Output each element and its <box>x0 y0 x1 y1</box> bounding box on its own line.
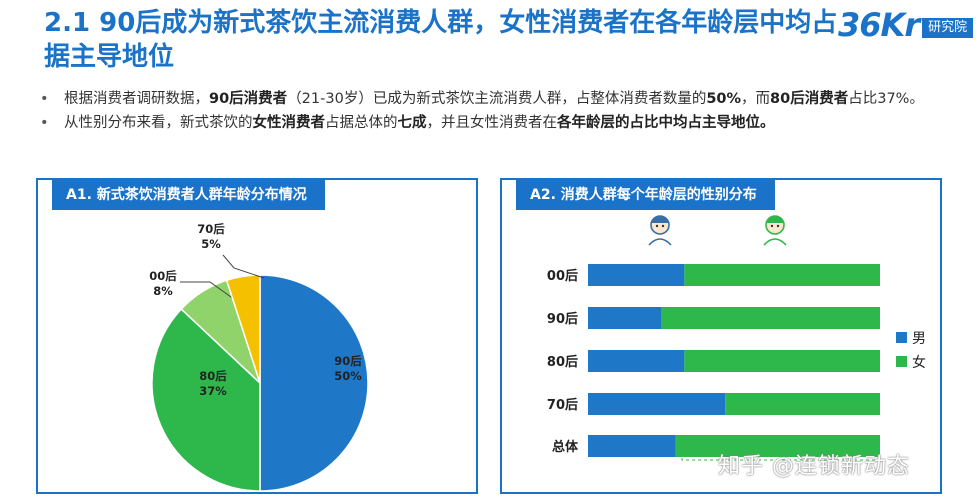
bar-male <box>588 435 676 457</box>
bullet-segment: 根据消费者调研数据， <box>64 91 209 107</box>
bar-female <box>675 435 880 457</box>
bar-female <box>661 307 880 329</box>
bullet-segment: 占比37%。 <box>848 91 924 107</box>
pie-leader-line <box>180 281 239 303</box>
legend-swatch <box>896 356 907 367</box>
bullet-bold-segment: 50% <box>706 91 742 107</box>
bullet-text: 根据消费者调研数据，90后消费者（21-30岁）已成为新式茶饮主流消费人群，占整… <box>64 88 924 110</box>
bullet-segment: 从性别分布来看，新式茶饮的 <box>64 115 253 131</box>
bar-male <box>588 393 726 415</box>
legend-label: 男 <box>912 331 926 347</box>
pie-slice-90后 <box>259 274 369 492</box>
pie-value-label: 5% <box>201 237 221 251</box>
bar-male <box>588 264 685 286</box>
bar-male <box>588 350 685 372</box>
pie-panel-title: A1. 新式茶饮消费者人群年龄分布情况 <box>52 180 325 210</box>
bullet-bold-segment: 90后消费者 <box>209 91 288 107</box>
bullet-item: • 根据消费者调研数据，90后消费者（21-30岁）已成为新式茶饮主流消费人群，占… <box>40 88 930 110</box>
bullet-list: • 根据消费者调研数据，90后消费者（21-30岁）已成为新式茶饮主流消费人群，占… <box>40 88 930 136</box>
bullet-bold-segment: 七成 <box>397 115 427 131</box>
bullet-bold-segment: 80后消费者 <box>770 91 849 107</box>
bar-category-label: 00后 <box>547 268 578 284</box>
bullet-text: 从性别分布来看，新式茶饮的女性消费者占据总体的七成，并且女性消费者在各年龄层的占… <box>64 112 775 134</box>
pie-leader-line <box>222 254 265 279</box>
bullet-item: • 从性别分布来看，新式茶饮的女性消费者占据总体的七成，并且女性消费者在各年龄层的… <box>40 112 930 134</box>
legend-swatch <box>896 332 907 343</box>
bar-category-label: 总体 <box>552 439 579 455</box>
watermark: 知乎 @连锁新动态 <box>718 454 910 479</box>
bullet-dot: • <box>40 115 49 131</box>
bar-category-label: 90后 <box>547 311 578 327</box>
dashed-guide <box>681 452 877 461</box>
logo: 36Kr 研究院 <box>838 6 974 44</box>
logo-mark: 36Kr <box>838 6 920 44</box>
pie-slice-80后 <box>151 308 261 492</box>
bullet-segment: 占据总体的 <box>325 115 398 131</box>
bullet-bold-segment: 各年龄层的占比中均占主导地位。 <box>557 115 775 131</box>
bar-female <box>684 264 880 286</box>
bar-panel-title: A2. 消费人群每个年龄层的性别分布 <box>516 180 775 210</box>
pie-label: 70后 <box>197 222 225 236</box>
pie-panel: A1. 新式茶饮消费者人群年龄分布情况 90后 50% 80后 37% 00后 8% 70后… <box>36 178 478 494</box>
bar-category-label: 80后 <box>547 354 578 370</box>
pie-label: 80后 <box>199 369 227 383</box>
bullet-bold-segment: 女性消费者 <box>252 115 326 131</box>
bullet-segment: （21-30岁）已成为新式茶饮主流消费人群，占整体消费者数量的 <box>287 91 707 107</box>
bullet-segment: ，并且女性消费者在 <box>426 115 558 131</box>
pie-slice-70后 <box>225 274 261 384</box>
pie-value-label: 50% <box>334 369 362 383</box>
pie-label: 90后 <box>334 354 362 368</box>
pie-value-label: 8% <box>153 284 173 298</box>
bar-panel: A2. 消费人群每个年龄层的性别分布 00后 90后 80后 70后总体 男女 <box>500 178 942 494</box>
legend-label: 女 <box>912 354 926 371</box>
pie-value-label: 37% <box>199 384 227 398</box>
bar-female <box>684 350 880 372</box>
female-avatar-icon <box>763 215 787 246</box>
bullet-dot: • <box>40 91 49 107</box>
bar-male <box>588 307 661 329</box>
male-avatar-icon <box>648 215 672 246</box>
bullet-segment: ，而 <box>741 91 771 107</box>
bar-category-label: 70后 <box>547 397 578 413</box>
bar-female <box>725 393 880 415</box>
logo-box-label: 研究院 <box>922 18 974 38</box>
pie-label: 00后 <box>149 269 177 283</box>
page-title: 2.1 90后成为新式茶饮主流消费人群，女性消费者在各年龄层中均占据主导地位 <box>44 8 838 72</box>
